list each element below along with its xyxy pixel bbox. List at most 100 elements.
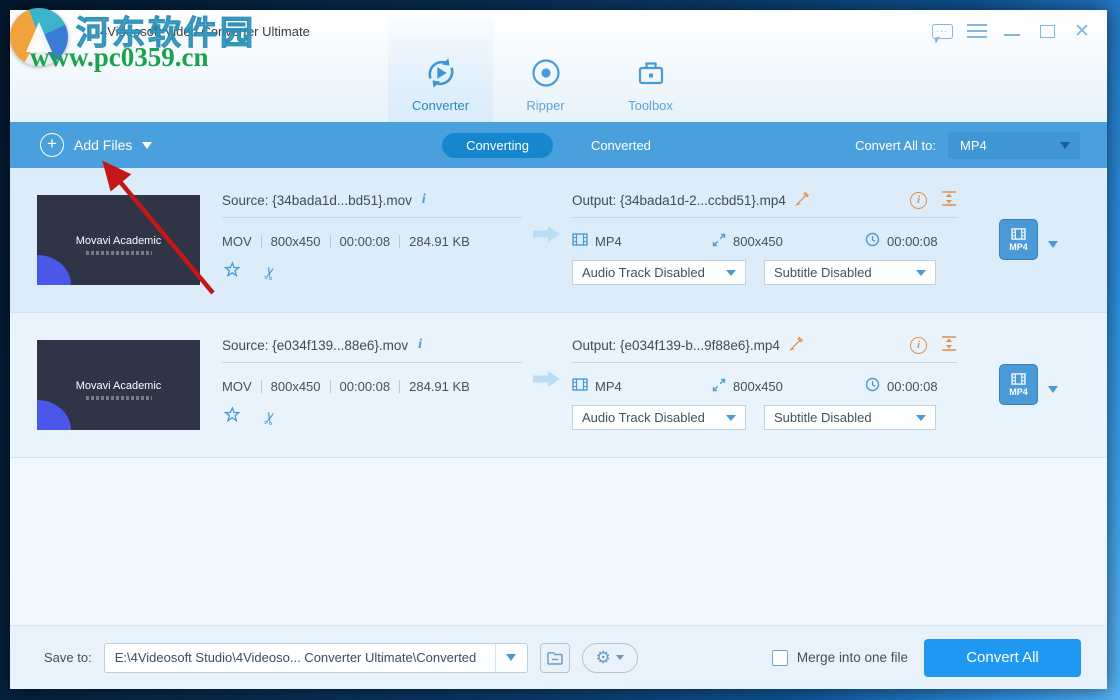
divider (572, 362, 957, 363)
action-toolbar: + Add Files Converting Converted Convert… (10, 122, 1107, 168)
ripper-disc-icon (528, 50, 564, 96)
audio-track-value: Audio Track Disabled (582, 265, 705, 280)
divider (222, 217, 522, 218)
minimize-icon[interactable] (1001, 20, 1023, 42)
add-files-button[interactable]: + Add Files (40, 133, 153, 157)
tab-converter[interactable]: Converter (388, 10, 493, 122)
flow-arrow-icon (522, 156, 572, 312)
feedback-bubble-icon[interactable]: ··· (931, 20, 953, 42)
subtitle-value: Subtitle Disabled (774, 410, 872, 425)
converter-icon (422, 50, 460, 96)
compress-settings-icon[interactable] (941, 335, 957, 355)
film-icon (572, 233, 588, 249)
output-info: Output: {e034f139-b...9f88e6}.mp4 i (572, 313, 957, 457)
chevron-down-icon (615, 655, 624, 660)
thumbnail-subtext (85, 250, 152, 255)
clock-icon (865, 232, 880, 250)
format-badge-button[interactable]: MP4 (999, 219, 1038, 260)
main-nav: Converter Ripper (388, 10, 703, 122)
plus-circle-icon: + (40, 133, 64, 157)
subtitle-value: Subtitle Disabled (774, 265, 872, 280)
title-bar: 4Videosoft Video Converter Ultimate Conv… (10, 10, 1107, 122)
output-format: MP4 (595, 378, 622, 394)
app-window: 4Videosoft Video Converter Ultimate Conv… (10, 10, 1107, 689)
source-size: 284.91 KB (409, 379, 470, 394)
close-icon[interactable]: ✕ (1074, 20, 1090, 42)
effects-star-icon[interactable] (222, 406, 241, 430)
file-list-empty-area (10, 458, 1107, 625)
thumbnail-subtext (85, 395, 152, 400)
convert-all-to-group: Convert All to: MP4 (855, 131, 1080, 159)
thumbnail-decoration (37, 400, 71, 430)
cut-scissors-icon[interactable]: ✂ (259, 263, 282, 283)
settings-gear-button[interactable]: ⚙ (581, 642, 638, 673)
rename-pencil-icon[interactable] (789, 336, 804, 354)
format-select[interactable]: MP4 (948, 131, 1080, 159)
output-format: MP4 (595, 233, 622, 249)
chevron-down-icon (1060, 141, 1070, 149)
source-info-icon[interactable]: i (418, 337, 423, 352)
film-icon (572, 378, 588, 394)
format-value: MP4 (960, 137, 987, 153)
audio-track-value: Audio Track Disabled (582, 410, 705, 425)
queue-tabs: Converting Converted (10, 132, 1107, 158)
flow-arrow-icon (522, 301, 572, 457)
badge-format-label: MP4 (1009, 241, 1028, 252)
chevron-down-icon[interactable] (142, 141, 153, 149)
output-resolution: 800x450 (733, 378, 783, 394)
source-info: Source: {e034f139...88e6}.mov i MOV 800x… (222, 313, 522, 457)
add-files-label: Add Files (74, 137, 133, 153)
subtitle-dropdown[interactable]: Subtitle Disabled (764, 260, 936, 285)
audio-track-dropdown[interactable]: Audio Track Disabled (572, 405, 746, 430)
output-filename: Output: {e034f139-b...9f88e6}.mp4 (572, 337, 780, 353)
output-resolution: 800x450 (733, 233, 783, 249)
menu-icon[interactable] (966, 20, 988, 42)
convert-all-button[interactable]: Convert All (924, 638, 1081, 677)
path-chevron-down-icon[interactable] (494, 643, 527, 672)
thumbnail-decoration (37, 255, 71, 285)
divider (572, 217, 957, 218)
badge-chevron-down-icon[interactable] (1048, 380, 1058, 398)
format-badge-group: MP4 (999, 168, 1058, 312)
tab-converted[interactable]: Converted (590, 137, 651, 153)
badge-format-label: MP4 (1009, 386, 1028, 397)
window-controls: ··· ✕ (931, 20, 1093, 42)
save-path-input[interactable]: E:\4Videosoft Studio\4Videoso... Convert… (103, 642, 528, 673)
open-folder-button[interactable] (539, 642, 570, 673)
audio-track-dropdown[interactable]: Audio Track Disabled (572, 260, 746, 285)
cut-scissors-icon[interactable]: ✂ (259, 408, 282, 428)
toolbox-icon (633, 50, 669, 96)
effects-star-icon[interactable] (222, 261, 241, 285)
file-row: Movavi Academic Source: {e034f139...88e6… (10, 313, 1107, 458)
badge-chevron-down-icon[interactable] (1048, 235, 1058, 253)
source-duration: 00:00:08 (339, 379, 391, 394)
output-duration: 00:00:08 (887, 233, 938, 249)
source-filename: Source: {e034f139...88e6}.mov (222, 337, 409, 353)
clock-icon (865, 377, 880, 395)
tab-ripper-label: Ripper (526, 98, 565, 113)
subtitle-dropdown[interactable]: Subtitle Disabled (764, 405, 936, 430)
thumbnail-title: Movavi Academic (75, 234, 162, 247)
maximize-icon[interactable] (1036, 20, 1058, 42)
merge-label[interactable]: Merge into one file (796, 650, 908, 665)
tab-converter-label: Converter (411, 98, 470, 113)
merge-checkbox[interactable] (771, 649, 788, 666)
tab-ripper[interactable]: Ripper (493, 10, 598, 122)
tab-converting[interactable]: Converting (442, 132, 553, 158)
format-badge-button[interactable]: MP4 (999, 364, 1038, 405)
output-duration: 00:00:08 (887, 378, 938, 394)
tab-toolbox[interactable]: Toolbox (598, 10, 703, 122)
tab-toolbox-label: Toolbox (628, 98, 673, 113)
video-thumbnail: Movavi Academic (37, 195, 200, 285)
output-info: Output: {34bada1d-2...ccbd51}.mp4 i (572, 168, 957, 312)
output-info-icon[interactable]: i (910, 191, 927, 209)
video-thumbnail: Movavi Academic (37, 340, 200, 430)
rename-pencil-icon[interactable] (795, 191, 810, 209)
bottom-bar: Save to: E:\4Videosoft Studio\4Videoso..… (10, 625, 1107, 689)
merge-group: Merge into one file (771, 649, 908, 666)
resolution-expand-icon (712, 233, 726, 250)
compress-settings-icon[interactable] (941, 190, 957, 210)
output-info-icon[interactable]: i (910, 336, 927, 354)
thumbnail-title: Movavi Academic (75, 379, 162, 392)
source-info-icon[interactable]: i (421, 192, 426, 207)
